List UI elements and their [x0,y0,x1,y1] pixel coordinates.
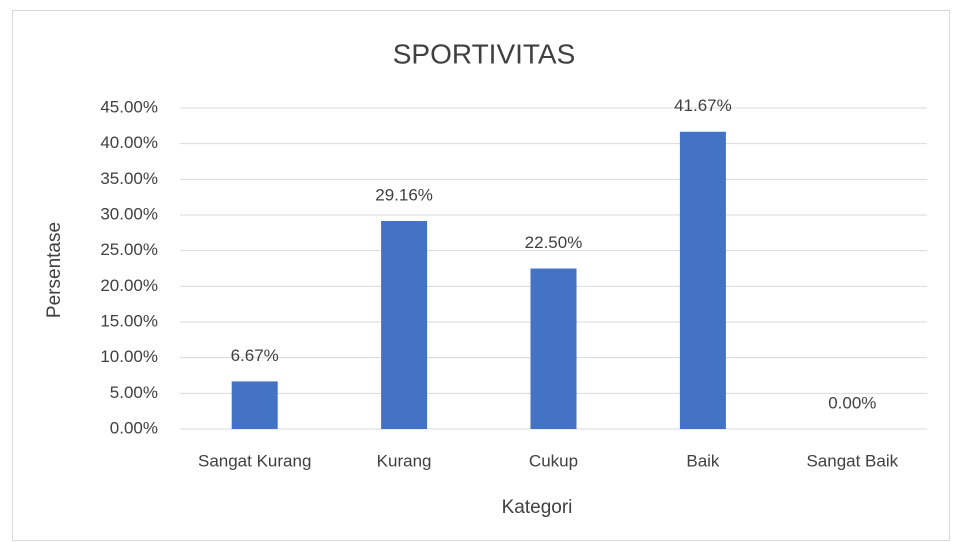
y-tick-label: 30.00% [100,204,158,223]
chart-title: SPORTIVITAS [393,38,576,69]
x-tick-label: Sangat Kurang [198,451,311,470]
bar [530,268,577,429]
x-tick-label: Sangat Baik [806,451,898,470]
x-tick-label: Cukup [529,451,578,470]
bar [679,131,726,429]
y-tick-label: 45.00% [100,97,158,116]
y-tick-label: 0.00% [110,418,158,437]
y-tick-label: 40.00% [100,133,158,152]
data-label: 41.67% [674,96,732,115]
y-tick-label: 35.00% [100,169,158,188]
chart-border [12,10,950,541]
y-axis-label: Persentase [44,222,65,318]
data-label: 0.00% [828,393,876,412]
x-tick-label: Baik [686,451,720,470]
x-axis-label: Kategori [502,497,573,518]
x-tick-label: Kurang [377,451,432,470]
y-tick-label: 15.00% [100,311,158,330]
data-label: 22.50% [525,233,583,252]
bar [381,220,428,429]
y-tick-label: 20.00% [100,276,158,295]
bar [231,381,278,429]
y-tick-label: 10.00% [100,347,158,366]
data-label: 6.67% [231,346,279,365]
y-tick-label: 25.00% [100,240,158,259]
y-tick-label: 5.00% [110,383,158,402]
data-label: 29.16% [375,185,433,204]
